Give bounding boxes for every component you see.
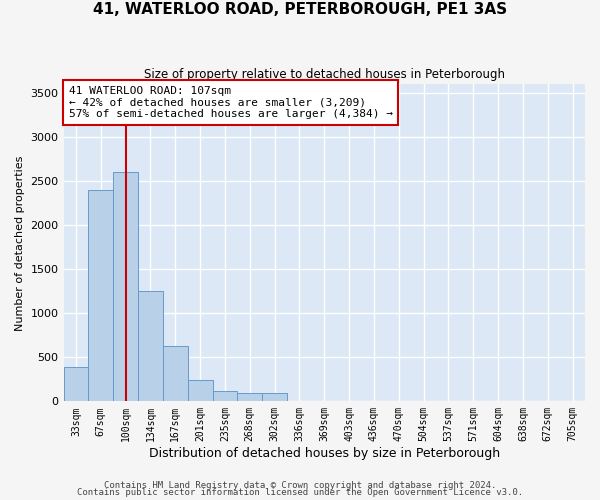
Bar [212,391,238,402]
Bar [188,380,212,402]
Bar [238,392,262,402]
Text: Contains HM Land Registry data © Crown copyright and database right 2024.: Contains HM Land Registry data © Crown c… [104,480,496,490]
Bar [113,172,138,402]
Text: 41 WATERLOO ROAD: 107sqm
← 42% of detached houses are smaller (3,209)
57% of sem: 41 WATERLOO ROAD: 107sqm ← 42% of detach… [69,86,393,119]
Bar [88,190,113,402]
Bar [64,367,88,402]
Bar [138,292,163,402]
Y-axis label: Number of detached properties: Number of detached properties [15,155,25,330]
Bar [163,346,188,402]
X-axis label: Distribution of detached houses by size in Peterborough: Distribution of detached houses by size … [149,447,500,460]
Text: 41, WATERLOO ROAD, PETERBOROUGH, PE1 3AS: 41, WATERLOO ROAD, PETERBOROUGH, PE1 3AS [93,2,507,18]
Title: Size of property relative to detached houses in Peterborough: Size of property relative to detached ho… [144,68,505,80]
Text: Contains public sector information licensed under the Open Government Licence v3: Contains public sector information licen… [77,488,523,497]
Bar [262,393,287,402]
